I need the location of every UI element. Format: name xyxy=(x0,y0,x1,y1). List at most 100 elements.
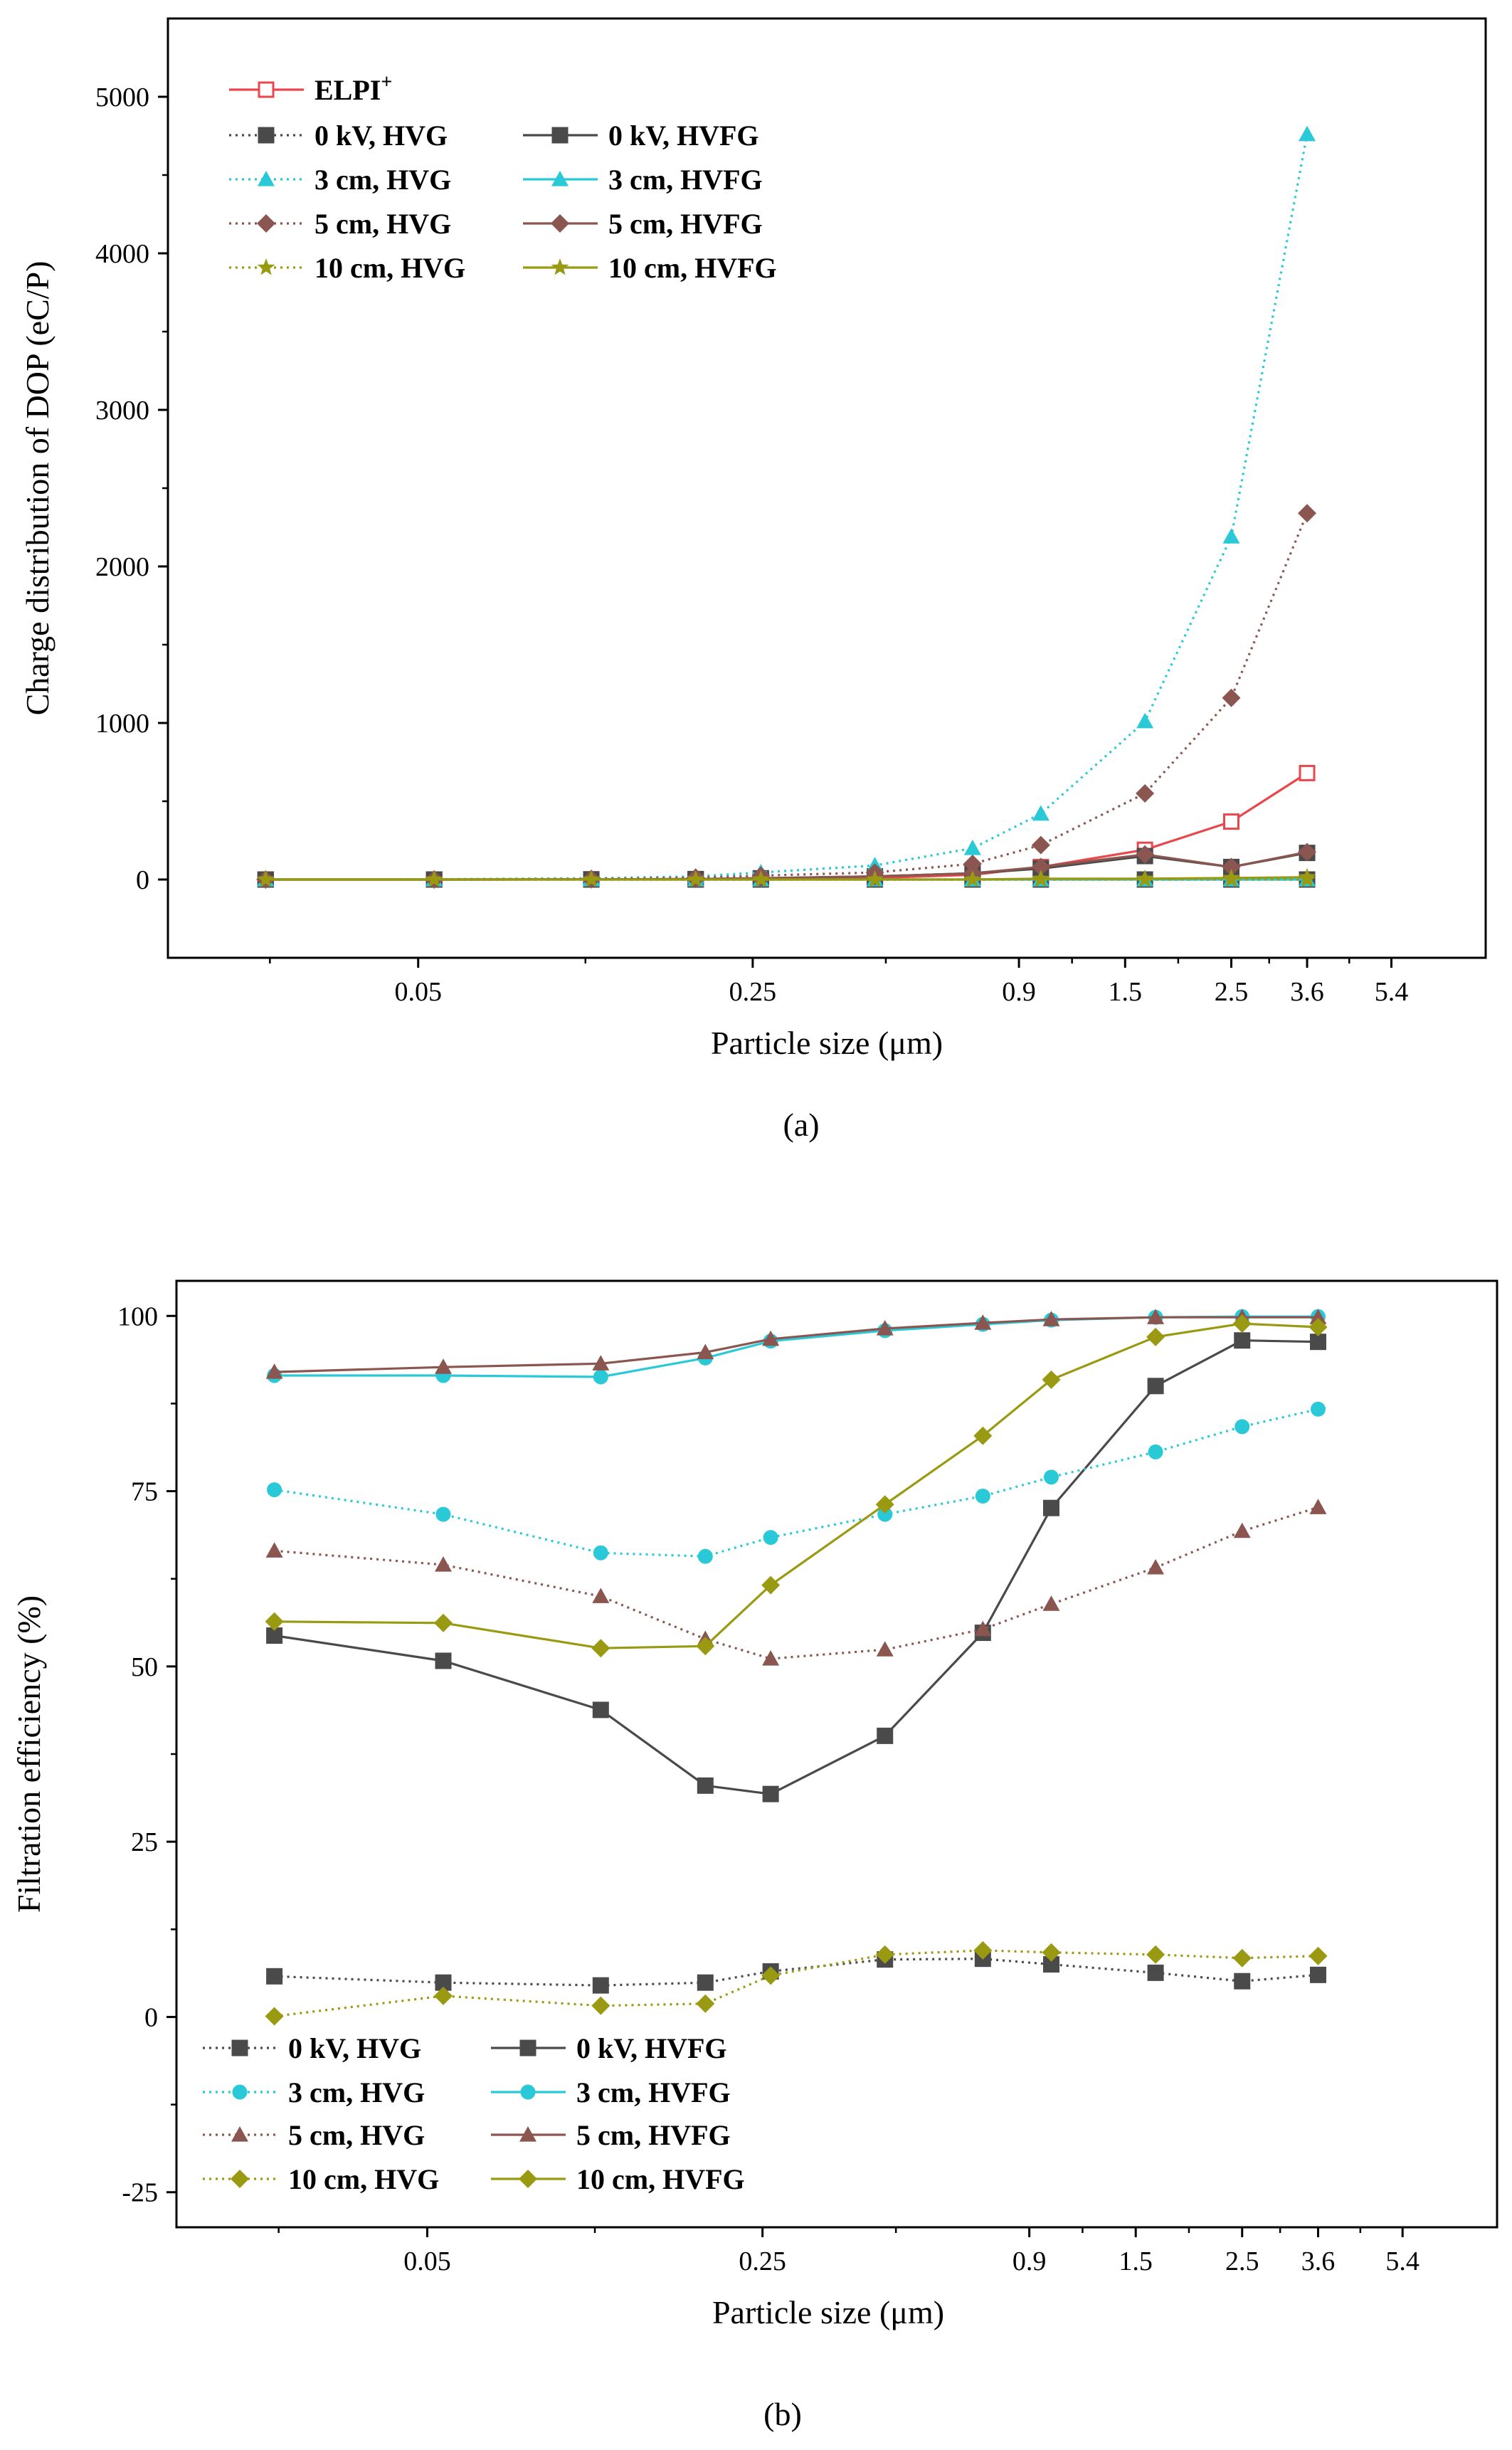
y-tick-label: -25 xyxy=(122,2178,158,2208)
data-point xyxy=(687,870,705,887)
data-point xyxy=(1147,1309,1165,1324)
x-tick-label: 0.9 xyxy=(1002,977,1036,1007)
y-axis-title: Filtration efficiency (%) xyxy=(11,1595,47,1913)
data-point xyxy=(963,870,982,887)
legend-label: 0 kV, HVFG xyxy=(608,120,759,152)
series-line xyxy=(274,1506,1318,1660)
data-point xyxy=(1223,813,1240,830)
data-point xyxy=(1032,869,1050,887)
x-tick-label: 0.25 xyxy=(729,977,777,1007)
data-point xyxy=(1299,764,1316,781)
data-point xyxy=(696,1994,715,2013)
data-point xyxy=(435,1506,451,1522)
data-point xyxy=(434,1556,452,1572)
data-point xyxy=(1222,857,1241,877)
data-point xyxy=(877,1727,894,1744)
data-point xyxy=(1222,528,1240,544)
data-point xyxy=(592,1701,609,1718)
data-point xyxy=(876,1319,894,1336)
data-point xyxy=(1233,1522,1251,1538)
series-10-cm-hvfg xyxy=(265,1314,1328,1658)
data-point xyxy=(866,870,884,887)
x-tick-label: 3.6 xyxy=(1290,977,1324,1007)
data-point xyxy=(1146,1945,1165,1964)
legend-marker xyxy=(232,2084,248,2100)
legend-marker xyxy=(551,214,569,233)
data-point xyxy=(267,1482,282,1498)
data-point xyxy=(1147,1378,1164,1395)
data-point xyxy=(1309,1966,1326,1983)
panel-label: (b) xyxy=(763,2396,802,2432)
data-point xyxy=(1043,1469,1059,1485)
x-axis-title: Particle size (μm) xyxy=(712,2294,944,2330)
legend-label: 0 kV, HVFG xyxy=(576,2032,727,2064)
legend-label: ELPI+ xyxy=(314,71,392,106)
plot-frame xyxy=(166,17,1487,959)
data-point xyxy=(1031,857,1050,877)
data-point xyxy=(435,1652,452,1669)
data-point xyxy=(593,1369,608,1385)
x-tick-label: 0.05 xyxy=(403,2246,451,2276)
series-5-cm-hvfg xyxy=(265,1309,1327,1379)
x-tick-label: 5.4 xyxy=(1385,2246,1420,2276)
data-point xyxy=(265,2007,284,2026)
series-5-cm-hvg xyxy=(265,1499,1327,1666)
data-point xyxy=(963,840,981,855)
x-tick-label: 0.9 xyxy=(1013,2246,1047,2276)
data-point xyxy=(1310,1401,1326,1417)
data-point xyxy=(974,1620,992,1637)
data-point xyxy=(761,1966,781,1985)
y-tick-label: 25 xyxy=(131,1827,158,1857)
legend-label: 10 cm, HVG xyxy=(314,252,465,284)
panel-label: (a) xyxy=(783,1107,819,1143)
data-point xyxy=(963,855,982,873)
legend-label-superscript: + xyxy=(381,71,392,93)
data-point xyxy=(697,1777,714,1794)
x-tick-label: 1.5 xyxy=(1109,977,1143,1007)
data-point xyxy=(973,1426,993,1445)
data-point xyxy=(1042,1499,1059,1516)
data-point xyxy=(1309,1318,1328,1337)
legend-marker xyxy=(258,81,275,98)
x-tick-label: 2.5 xyxy=(1225,2246,1259,2276)
data-point xyxy=(875,1945,894,1964)
y-tick-label: 75 xyxy=(131,1477,158,1507)
y-tick-label: 100 xyxy=(117,1301,158,1331)
data-point xyxy=(762,1330,780,1346)
legend-label: 5 cm, HVFG xyxy=(608,208,763,240)
legend-marker xyxy=(257,214,275,233)
data-point xyxy=(1136,869,1154,887)
legend-marker xyxy=(258,171,275,186)
y-tick-label: 50 xyxy=(131,1652,158,1682)
y-tick-label: 2000 xyxy=(95,552,149,582)
legend-label: 3 cm, HVG xyxy=(288,2076,425,2108)
data-point xyxy=(265,1542,283,1558)
data-point xyxy=(1136,712,1154,729)
data-point xyxy=(582,870,601,887)
legend-marker xyxy=(231,2039,248,2056)
data-point xyxy=(1148,1444,1163,1459)
data-point xyxy=(266,1968,283,1985)
data-point xyxy=(876,1641,894,1657)
data-point xyxy=(591,1639,610,1658)
data-point xyxy=(1299,125,1316,142)
data-point xyxy=(265,1363,283,1379)
data-point xyxy=(1309,1334,1326,1351)
data-point xyxy=(1146,1327,1165,1346)
data-point xyxy=(697,1343,714,1360)
legend-label: 5 cm, HVG xyxy=(288,2119,425,2151)
legend-marker xyxy=(551,258,569,275)
legend-label: 10 cm, HVFG xyxy=(608,252,777,284)
legend-marker xyxy=(258,127,275,144)
data-point xyxy=(1309,1946,1328,1965)
y-tick-label: 5000 xyxy=(95,83,149,112)
series-10-cm-hvg xyxy=(265,1941,1328,2026)
legend-label-main: ELPI xyxy=(314,74,381,106)
y-tick-label: 1000 xyxy=(95,709,149,739)
data-point xyxy=(1222,868,1240,886)
data-point xyxy=(1234,1973,1251,1990)
data-point xyxy=(1136,845,1155,864)
data-point xyxy=(1235,1419,1250,1435)
data-point xyxy=(696,1637,715,1656)
